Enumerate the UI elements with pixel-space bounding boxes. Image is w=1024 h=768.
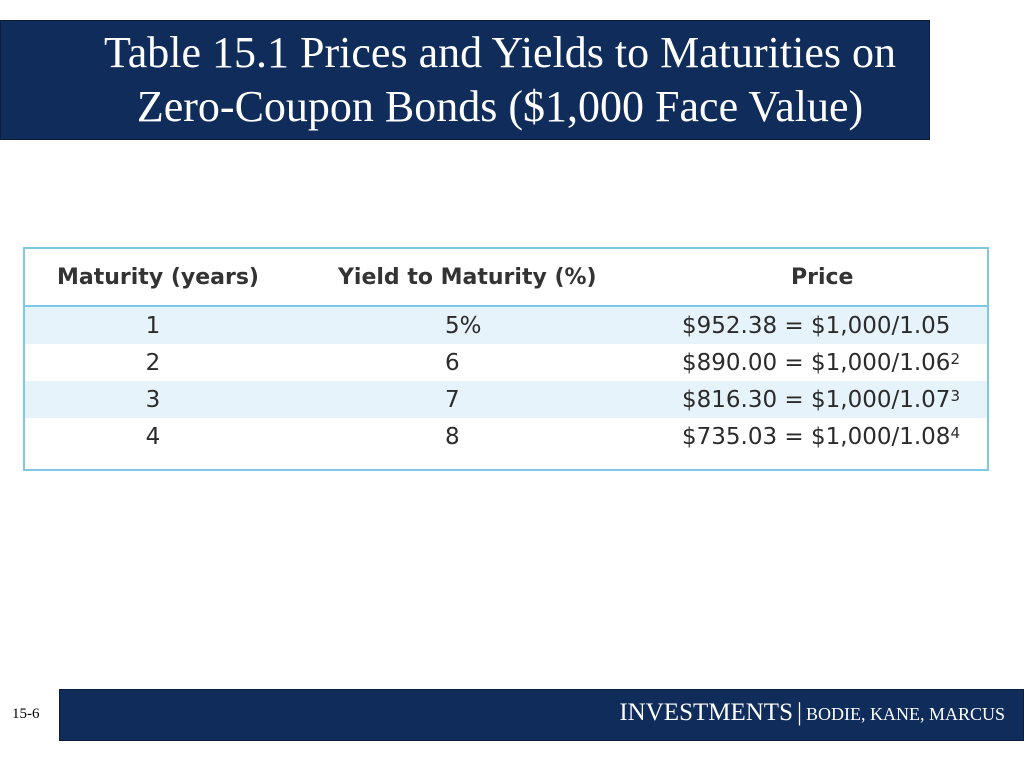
yield-cell: 7: [445, 386, 460, 413]
yield-cell: 8: [445, 423, 460, 450]
maturity-cell: 3: [145, 386, 161, 413]
footer-banner: INVESTMENTS | BODIE, KANE, MARCUS: [59, 689, 1024, 741]
price-text: $735.03 = $1,000/1.08: [682, 423, 951, 450]
table-row: 2 6 $890.00 = $1,000/1.06 2: [25, 344, 987, 381]
price-cell: $890.00 = $1,000/1.06 2: [682, 349, 960, 376]
header-maturity: Maturity (years): [57, 264, 259, 290]
yield-cell: 5%: [445, 312, 482, 339]
price-cell: $816.30 = $1,000/1.07 3: [682, 386, 960, 413]
table-header-row: Maturity (years) Yield to Maturity (%) P…: [25, 249, 987, 307]
price-text: $816.30 = $1,000/1.07: [682, 386, 951, 413]
slide-title-line-1: Table 15.1 Prices and Yields to Maturiti…: [103, 28, 897, 77]
slide-number: 15-6: [12, 706, 40, 722]
slide-title-line-2: Zero-Coupon Bonds ($1,000 Face Value): [136, 82, 864, 131]
header-price: Price: [791, 264, 854, 290]
table-row: 4 8 $735.03 = $1,000/1.08 4: [25, 418, 987, 455]
footer-brand: INVESTMENTS: [619, 699, 793, 726]
bond-yield-table: Maturity (years) Yield to Maturity (%) P…: [23, 247, 989, 471]
maturity-cell: 1: [145, 312, 161, 339]
table-row: 1 5% $952.38 = $1,000/1.05: [25, 307, 987, 344]
price-text: $952.38 = $1,000/1.05: [682, 312, 951, 339]
maturity-cell: 4: [145, 423, 161, 450]
price-cell: $735.03 = $1,000/1.08 4: [682, 423, 960, 450]
footer-separator: |: [796, 699, 802, 726]
footer-authors: BODIE, KANE, MARCUS: [805, 704, 1005, 724]
footer-text: INVESTMENTS | BODIE, KANE, MARCUS: [619, 699, 1005, 727]
price-cell: $952.38 = $1,000/1.05: [682, 307, 950, 344]
price-text: $890.00 = $1,000/1.06: [682, 349, 951, 376]
yield-cell: 6: [445, 349, 460, 376]
table-row: 3 7 $816.30 = $1,000/1.07 3: [25, 381, 987, 418]
header-yield: Yield to Maturity (%): [338, 264, 597, 290]
maturity-cell: 2: [145, 349, 161, 376]
title-banner: Table 15.1 Prices and Yields to Maturiti…: [0, 20, 930, 140]
